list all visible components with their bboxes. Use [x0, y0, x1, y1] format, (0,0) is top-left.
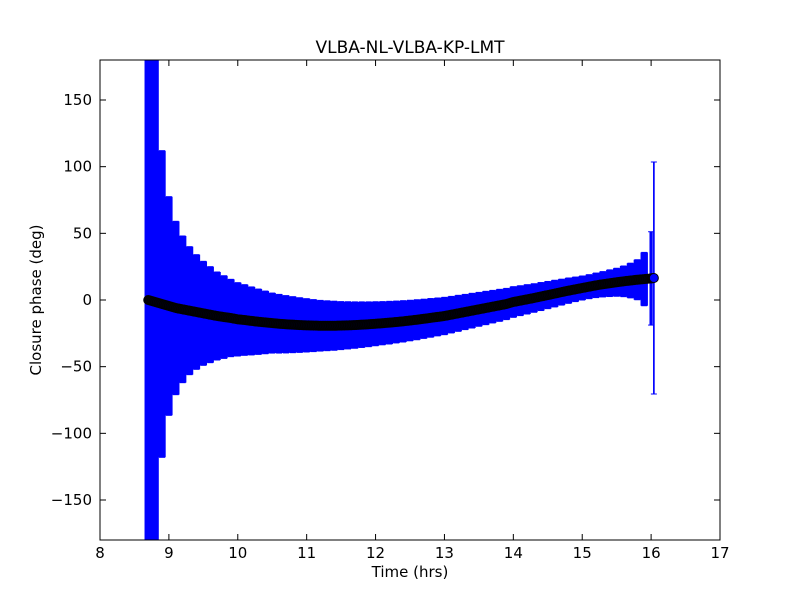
x-tick-label: 12 [366, 544, 385, 562]
x-tick-label: 11 [297, 544, 316, 562]
y-tick-label: 150 [63, 91, 92, 109]
x-tick-label: 9 [164, 544, 174, 562]
y-tick-label: 0 [82, 291, 92, 309]
x-tick-label: 14 [504, 544, 523, 562]
y-tick-label: 100 [63, 158, 92, 176]
x-axis-label: Time (hrs) [371, 563, 449, 581]
x-tick-label: 16 [642, 544, 661, 562]
x-tick-label: 13 [435, 544, 454, 562]
y-axis-label: Closure phase (deg) [27, 225, 45, 376]
plot-area [143, 60, 659, 540]
y-tick-label: −100 [51, 424, 92, 442]
x-tick-label: 15 [573, 544, 592, 562]
data-point [648, 273, 659, 283]
axis-ticks: 8 9 10 11 12 13 14 15 16 17 −150 −100 −50 0 50 100 150 [51, 60, 730, 562]
x-tick-label: 17 [710, 544, 729, 562]
chart-title: VLBA-NL-VLBA-KP-LMT [315, 38, 505, 58]
y-tick-label: −150 [51, 491, 92, 509]
x-tick-label: 8 [95, 544, 105, 562]
y-tick-label: 50 [73, 224, 92, 242]
x-tick-label: 10 [228, 544, 247, 562]
y-tick-label: −50 [60, 358, 92, 376]
